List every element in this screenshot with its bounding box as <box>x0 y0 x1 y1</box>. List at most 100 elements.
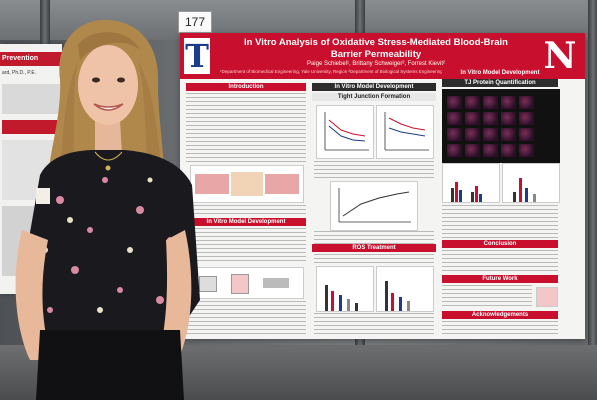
left-arm <box>15 230 52 360</box>
tj-protein-bar-chart <box>442 163 500 203</box>
tight-junction-plot <box>330 181 418 231</box>
section-future-work: Future Work <box>442 275 558 283</box>
micrograph-tile <box>465 96 480 109</box>
poster-authors: Paige Schiebel¹, Brittany Schweiger², Fo… <box>306 61 446 67</box>
tight-junction-text <box>314 231 434 245</box>
micrograph-tile <box>501 112 516 125</box>
neighbor-poster-subtitle: ard, Ph.D., P.E. <box>2 70 37 76</box>
neck <box>95 120 122 155</box>
tj-protein-micrographs <box>442 89 560 163</box>
micrograph-tile <box>519 96 534 109</box>
micrograph-tile <box>483 112 498 125</box>
conclusion-text <box>442 250 558 274</box>
name-badge <box>36 188 50 204</box>
acknowledgements-text <box>442 321 558 335</box>
chart-bar <box>455 182 458 202</box>
chart-bar <box>471 192 474 202</box>
panel-post-right <box>588 0 597 400</box>
micrograph-tile <box>447 144 462 157</box>
poster-title-line2: Barrier Permeability <box>330 49 422 60</box>
chart-bar <box>525 188 528 202</box>
micrograph-tile <box>483 96 498 109</box>
section-introduction: Introduction <box>186 83 306 91</box>
eye <box>92 77 100 83</box>
university-logo-left: T <box>184 37 210 75</box>
figure-panel <box>265 174 299 194</box>
micrograph-tile <box>465 144 480 157</box>
chart-bar <box>399 297 402 311</box>
chart-bar <box>339 295 342 311</box>
chart-bar <box>407 301 410 311</box>
section-conclusion: Conclusion <box>442 240 558 248</box>
micrograph-tile <box>501 96 516 109</box>
tj-protein-bar-chart <box>502 163 560 203</box>
figure-panel <box>263 278 289 288</box>
face <box>78 45 138 125</box>
ros-bar-chart <box>316 266 374 312</box>
micrograph-tile <box>447 96 462 109</box>
tight-junction-plot <box>376 105 434 159</box>
model-text <box>186 228 306 264</box>
tj-protein-text <box>442 205 558 239</box>
section-acknowledgements: Acknowledgements <box>442 311 558 319</box>
micrograph-tile <box>501 144 516 157</box>
figure-panel <box>231 274 249 294</box>
figure-panel <box>195 174 229 194</box>
micrograph-tile <box>447 112 462 125</box>
ros-text <box>314 313 434 335</box>
section-ros-treatment: ROS Treatment <box>312 244 436 252</box>
future-work-figure <box>536 287 558 307</box>
right-arm <box>158 230 192 360</box>
hair <box>78 32 140 60</box>
section-tj-protein: TJ Protein Quantification <box>442 79 558 87</box>
necklace-pendant <box>105 165 111 171</box>
section-tight-junction: Tight Junction Formation <box>312 93 436 101</box>
micrograph-tile <box>465 112 480 125</box>
poster-title-line1: In Vitro Analysis of Oxidative Stress-Me… <box>244 37 508 48</box>
chart-bar <box>451 188 454 202</box>
chart-bar <box>479 194 482 202</box>
tight-junction-plot <box>316 105 374 159</box>
chart-bar <box>391 293 394 311</box>
research-poster: T In Vitro Analysis of Oxidative Stress-… <box>180 33 585 339</box>
poster-title: In Vitro Analysis of Oxidative Stress-Me… <box>216 37 536 61</box>
micrograph-tile <box>519 144 534 157</box>
chart-bar <box>385 281 388 311</box>
model-figure <box>190 267 304 299</box>
chart-bar <box>325 285 328 311</box>
booth-number: 177 <box>178 11 212 33</box>
model-text <box>186 301 306 335</box>
introduction-text <box>186 93 306 163</box>
chart-bar <box>347 299 350 311</box>
necklace <box>94 151 123 161</box>
ros-bar-chart <box>376 266 434 312</box>
neighbor-poster-block <box>2 120 60 134</box>
ros-text <box>314 254 434 264</box>
smile <box>93 103 124 111</box>
micrograph-tile <box>465 128 480 141</box>
micrograph-tile <box>483 128 498 141</box>
plot-graphic <box>338 188 411 223</box>
chart-bar <box>475 186 478 202</box>
neighbor-poster-block <box>2 84 60 114</box>
micrograph-tile <box>447 128 462 141</box>
figure-panel <box>231 172 263 196</box>
poster-affiliation: ¹Department of Biomedical Engineering, Y… <box>220 69 532 74</box>
micrograph-tile <box>483 144 498 157</box>
neighbor-poster-title: Prevention <box>0 52 62 66</box>
micrograph-tile <box>519 128 534 141</box>
chart-bar <box>519 178 522 202</box>
micrograph-tile <box>519 112 534 125</box>
pants <box>36 330 184 400</box>
micrograph-tile <box>501 128 516 141</box>
section-in-vitro-model-2: In Vitro Model Development <box>442 69 558 77</box>
section-in-vitro-model: In Vitro Model Development <box>312 83 436 91</box>
chart-bar <box>459 190 462 202</box>
introduction-text <box>186 205 306 217</box>
section-in-vitro-model-left: In Vitro Model Development <box>186 218 306 226</box>
eye <box>117 77 125 83</box>
tight-junction-text <box>314 161 434 179</box>
future-work-text <box>442 285 532 309</box>
